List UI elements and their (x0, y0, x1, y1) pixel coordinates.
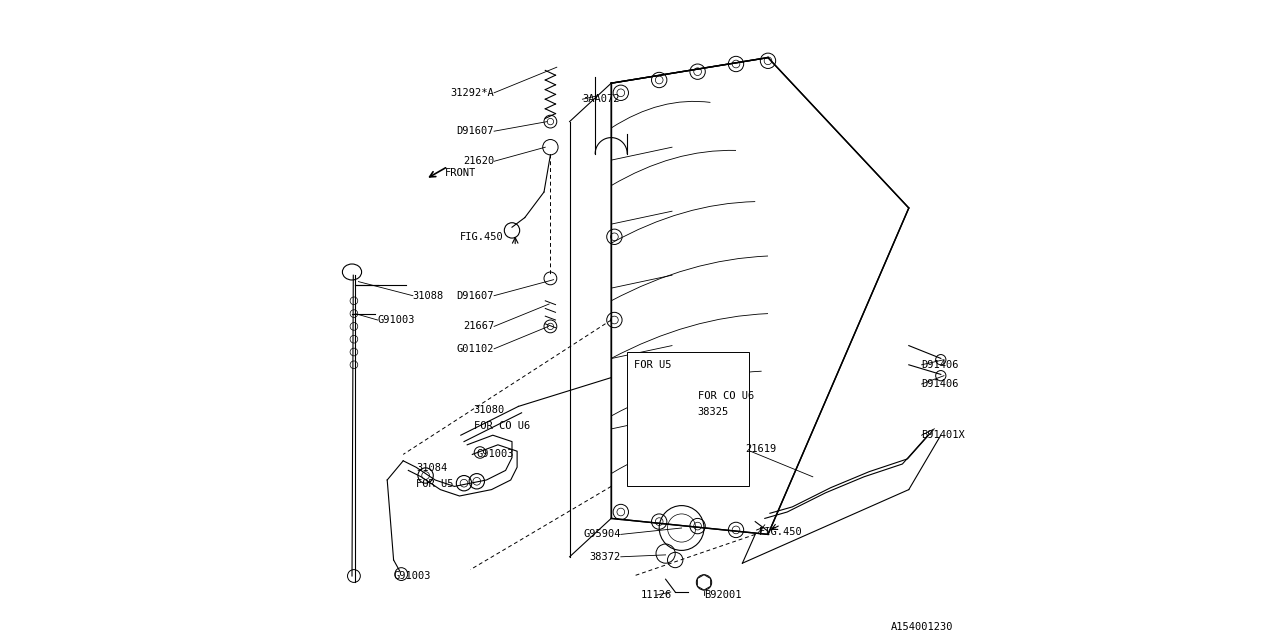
Text: FIG.450: FIG.450 (460, 232, 504, 242)
Text: 38372: 38372 (590, 552, 621, 562)
Text: FOR U5: FOR U5 (634, 360, 671, 370)
Text: FRONT: FRONT (445, 168, 476, 178)
Text: 21619: 21619 (745, 444, 777, 454)
Text: 31080: 31080 (474, 404, 504, 415)
Text: D91607: D91607 (457, 126, 494, 136)
Text: 21620: 21620 (463, 156, 494, 166)
Text: B91401X: B91401X (922, 430, 965, 440)
Text: FOR CO U6: FOR CO U6 (698, 390, 754, 401)
Text: B92001: B92001 (704, 590, 741, 600)
Text: D91406: D91406 (922, 360, 959, 370)
Text: D91607: D91607 (457, 291, 494, 301)
Text: A154001230: A154001230 (891, 622, 954, 632)
Polygon shape (612, 58, 909, 534)
Text: G91003: G91003 (394, 571, 431, 581)
Text: 31292*A: 31292*A (451, 88, 494, 98)
Text: 3AA072: 3AA072 (582, 94, 620, 104)
Text: FOR U5: FOR U5 (416, 479, 453, 490)
Text: 21667: 21667 (463, 321, 494, 332)
Text: 38325: 38325 (698, 406, 728, 417)
Text: 11126: 11126 (640, 590, 672, 600)
Text: G91003: G91003 (477, 449, 515, 460)
Text: 31084: 31084 (416, 463, 447, 474)
Text: FIG.450: FIG.450 (759, 527, 803, 538)
Text: G01102: G01102 (457, 344, 494, 354)
FancyBboxPatch shape (627, 352, 749, 486)
Text: 31088: 31088 (412, 291, 444, 301)
Text: G91003: G91003 (378, 315, 415, 325)
Text: D91406: D91406 (922, 379, 959, 389)
Text: G95904: G95904 (584, 529, 621, 540)
Text: FOR CO U6: FOR CO U6 (474, 420, 530, 431)
